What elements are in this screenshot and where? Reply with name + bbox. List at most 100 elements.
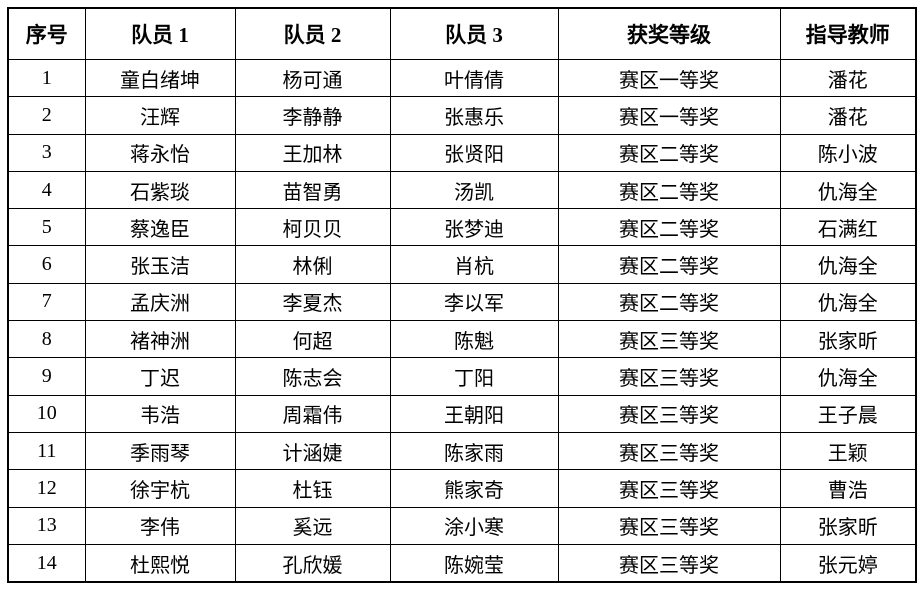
cell-member3: 李以军 (389, 282, 559, 322)
cell-member3: 涂小寒 (389, 506, 559, 545)
cell-member1: 褚神洲 (84, 320, 236, 359)
table-row: 3 蒋永怡 王加林 张贤阳 赛区二等奖 陈小波 (7, 133, 917, 172)
cell-number: 7 (7, 282, 86, 322)
cell-member2: 李静静 (234, 96, 391, 135)
header-member2: 队员 2 (234, 7, 391, 60)
cell-teacher: 仇海全 (779, 170, 917, 210)
cell-member3: 陈魁 (389, 320, 559, 359)
cell-member3: 叶倩倩 (389, 58, 559, 98)
cell-award-level: 赛区三等奖 (557, 431, 781, 471)
header-member1: 队员 1 (84, 7, 236, 60)
cell-member3: 王朝阳 (389, 394, 559, 433)
cell-member1: 韦浩 (84, 394, 236, 433)
table-row: 14 杜熙悦 孔欣媛 陈婉莹 赛区三等奖 张元婷 (7, 543, 917, 583)
cell-member2: 孔欣媛 (234, 543, 391, 583)
cell-member3: 陈家雨 (389, 431, 559, 471)
cell-number: 5 (7, 208, 86, 247)
header-award-level: 获奖等级 (557, 7, 781, 60)
cell-member1: 徐宇杭 (84, 469, 236, 508)
cell-award-level: 赛区三等奖 (557, 357, 781, 396)
cell-teacher: 王颖 (779, 431, 917, 471)
cell-award-level: 赛区三等奖 (557, 543, 781, 583)
cell-award-level: 赛区二等奖 (557, 170, 781, 210)
cell-teacher: 陈小波 (779, 133, 917, 172)
cell-member2: 奚远 (234, 506, 391, 545)
cell-award-level: 赛区一等奖 (557, 58, 781, 98)
award-results-table: 序号 队员 1 队员 2 队员 3 获奖等级 指导教师 1 童白绪坤 杨可通 叶倩倩赛… (7, 7, 917, 584)
table-row: 13 李伟 奚远 涂小寒 赛区三等奖 张家昕 (7, 506, 917, 545)
cell-award-level: 赛区一等奖 (557, 96, 781, 135)
cell-award-level: 赛区二等奖 (557, 133, 781, 172)
cell-member2: 周霜伟 (234, 394, 391, 433)
cell-member1: 童白绪坤 (84, 58, 236, 98)
cell-member2: 柯贝贝 (234, 208, 391, 247)
cell-member3: 丁阳 (389, 357, 559, 396)
cell-number: 9 (7, 357, 86, 396)
cell-member2: 杜钰 (234, 469, 391, 508)
cell-member2: 林俐 (234, 245, 391, 284)
cell-member3: 张惠乐 (389, 96, 559, 135)
cell-teacher: 张元婷 (779, 543, 917, 583)
cell-award-level: 赛区二等奖 (557, 282, 781, 322)
cell-number: 8 (7, 320, 86, 359)
cell-member1: 张玉洁 (84, 245, 236, 284)
cell-number: 2 (7, 96, 86, 135)
cell-award-level: 赛区三等奖 (557, 469, 781, 508)
cell-award-level: 赛区三等奖 (557, 394, 781, 433)
cell-member1: 汪辉 (84, 96, 236, 135)
cell-member3: 熊家奇 (389, 469, 559, 508)
cell-award-level: 赛区三等奖 (557, 506, 781, 545)
cell-member1: 孟庆洲 (84, 282, 236, 322)
cell-member3: 肖杭 (389, 245, 559, 284)
table-row: 10 韦浩 周霜伟 王朝阳 赛区三等奖 王子晨 (7, 394, 917, 433)
cell-member2: 杨可通 (234, 58, 391, 98)
table-row: 1 童白绪坤 杨可通 叶倩倩 赛区一等奖 潘花 (7, 58, 917, 98)
cell-award-level: 赛区三等奖 (557, 320, 781, 359)
cell-number: 10 (7, 394, 86, 433)
header-number: 序号 (7, 7, 86, 60)
table-row: 9 丁迟 陈志会 丁阳 赛区三等奖 仇海全 (7, 357, 917, 396)
cell-teacher: 仇海全 (779, 357, 917, 396)
header-row: 序号 队员 1 队员 2 队员 3 获奖等级 指导教师 (7, 7, 917, 60)
header-teacher: 指导教师 (779, 7, 917, 60)
cell-member2: 陈志会 (234, 357, 391, 396)
table-row: 4 石紫琰 苗智勇 汤凯 赛区二等奖 仇海全 (7, 170, 917, 210)
cell-member1: 蒋永怡 (84, 133, 236, 172)
cell-member3: 汤凯 (389, 170, 559, 210)
cell-teacher: 仇海全 (779, 282, 917, 322)
cell-member1: 李伟 (84, 506, 236, 545)
cell-teacher: 仇海全 (779, 245, 917, 284)
table-row: 11 季雨琴 计涵婕 陈家雨 赛区三等奖 王颖 (7, 431, 917, 471)
table-row: 5 蔡逸臣 柯贝贝 张梦迪 赛区二等奖 石满红 (7, 208, 917, 247)
cell-teacher: 张家昕 (779, 320, 917, 359)
cell-teacher: 王子晨 (779, 394, 917, 433)
table-header: 序号 队员 1 队员 2 队员 3 获奖等级 指导教师 (7, 7, 917, 60)
table-row: 6 张玉洁 林俐 肖杭 赛区二等奖 仇海全 (7, 245, 917, 284)
table-row: 12 徐宇杭 杜钰 熊家奇 赛区三等奖 曹浩 (7, 469, 917, 508)
table-row: 8 褚神洲 何超 陈魁 赛区三等奖 张家昕 (7, 320, 917, 359)
cell-teacher: 曹浩 (779, 469, 917, 508)
cell-member3: 陈婉莹 (389, 543, 559, 583)
cell-number: 4 (7, 170, 86, 210)
cell-award-level: 赛区二等奖 (557, 208, 781, 247)
cell-member2: 计涵婕 (234, 431, 391, 471)
cell-member3: 张贤阳 (389, 133, 559, 172)
table-row: 7 孟庆洲 李夏杰 李以军 赛区二等奖 仇海全 (7, 282, 917, 322)
cell-number: 6 (7, 245, 86, 284)
cell-number: 11 (7, 431, 86, 471)
cell-member2: 苗智勇 (234, 170, 391, 210)
cell-teacher: 张家昕 (779, 506, 917, 545)
cell-number: 13 (7, 506, 86, 545)
header-member3: 队员 3 (389, 7, 559, 60)
table-row: 2 汪辉 李静静 张惠乐 赛区一等奖 潘花 (7, 96, 917, 135)
cell-teacher: 潘花 (779, 96, 917, 135)
cell-member1: 杜熙悦 (84, 543, 236, 583)
cell-member1: 季雨琴 (84, 431, 236, 471)
cell-member3: 张梦迪 (389, 208, 559, 247)
cell-teacher: 潘花 (779, 58, 917, 98)
cell-number: 12 (7, 469, 86, 508)
cell-member1: 石紫琰 (84, 170, 236, 210)
table-body: 1 童白绪坤 杨可通 叶倩倩 赛区一等奖 潘花 2 汪辉 李静静 张惠乐 赛区一等奖 潘花 3 蒋永怡 王加… (7, 58, 917, 583)
cell-member1: 丁迟 (84, 357, 236, 396)
